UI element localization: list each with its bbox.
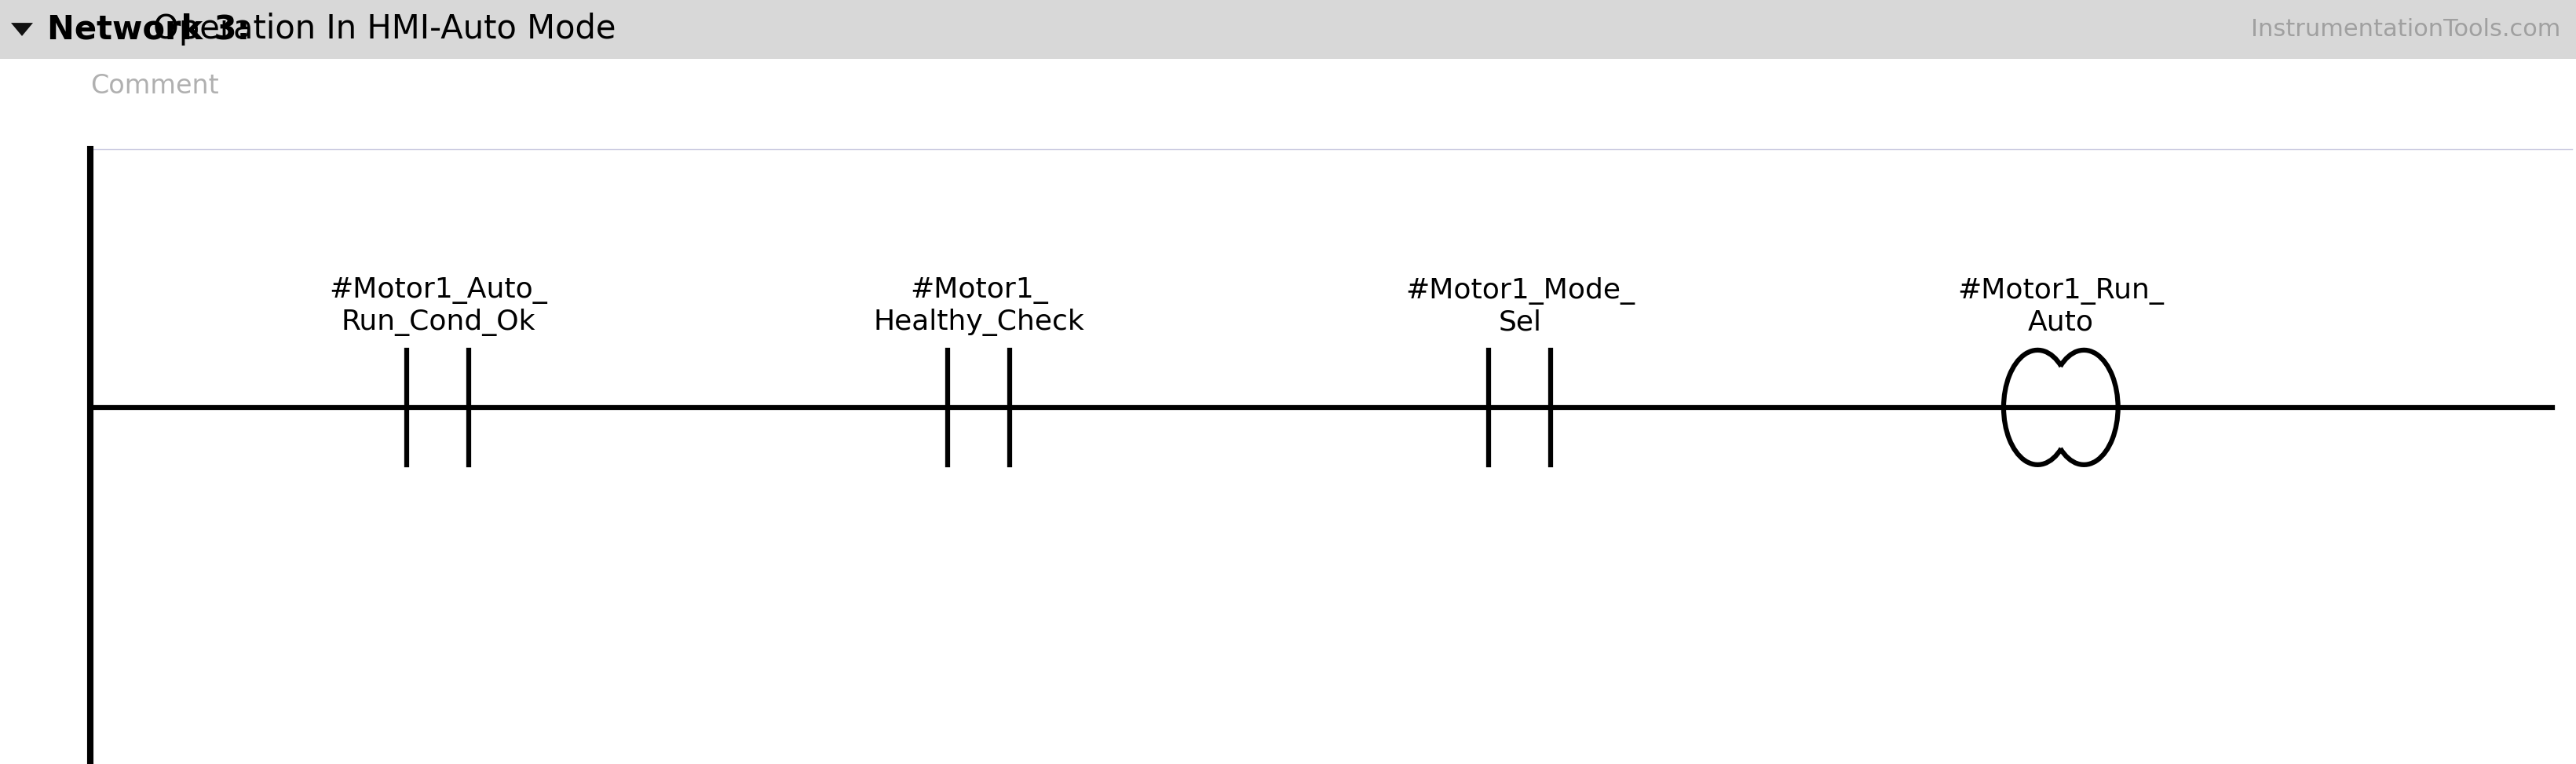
- Text: #Motor1_Mode_
Sel: #Motor1_Mode_ Sel: [1406, 277, 1633, 336]
- Text: #Motor1_Run_
Auto: #Motor1_Run_ Auto: [1958, 278, 2164, 336]
- Text: InstrumentationTools.com: InstrumentationTools.com: [2251, 18, 2561, 40]
- Polygon shape: [10, 23, 33, 36]
- Text: Network 3:: Network 3:: [46, 13, 250, 46]
- Text: #Motor1_
Healthy_Check: #Motor1_ Healthy_Check: [873, 277, 1084, 336]
- Bar: [0, 0, 2576, 59]
- Text: Comment: Comment: [90, 73, 219, 99]
- Text: Operation In HMI-Auto Mode: Operation In HMI-Auto Mode: [152, 13, 616, 46]
- Text: #Motor1_Auto_
Run_Cond_Ok: #Motor1_Auto_ Run_Cond_Ok: [330, 277, 546, 336]
